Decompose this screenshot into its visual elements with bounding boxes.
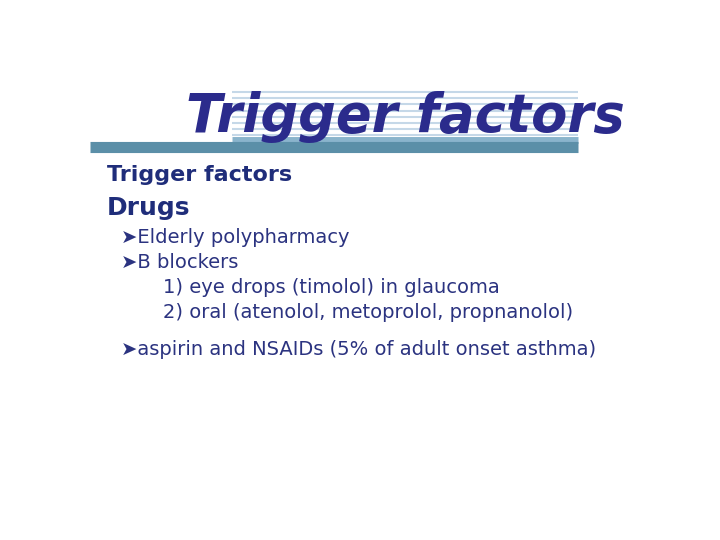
Text: Drugs: Drugs <box>107 196 190 220</box>
Text: 1) eye drops (timolol) in glaucoma: 1) eye drops (timolol) in glaucoma <box>163 278 499 297</box>
Text: ➤Elderly polypharmacy: ➤Elderly polypharmacy <box>121 228 349 247</box>
Text: Trigger factors: Trigger factors <box>107 165 292 185</box>
Text: 2) oral (atenolol, metoprolol, propnanolol): 2) oral (atenolol, metoprolol, propnanol… <box>163 303 572 322</box>
Text: ➤B blockers: ➤B blockers <box>121 253 238 272</box>
Text: ➤aspirin and NSAIDs (5% of adult onset asthma): ➤aspirin and NSAIDs (5% of adult onset a… <box>121 340 596 359</box>
Text: Trigger factors: Trigger factors <box>186 91 625 143</box>
